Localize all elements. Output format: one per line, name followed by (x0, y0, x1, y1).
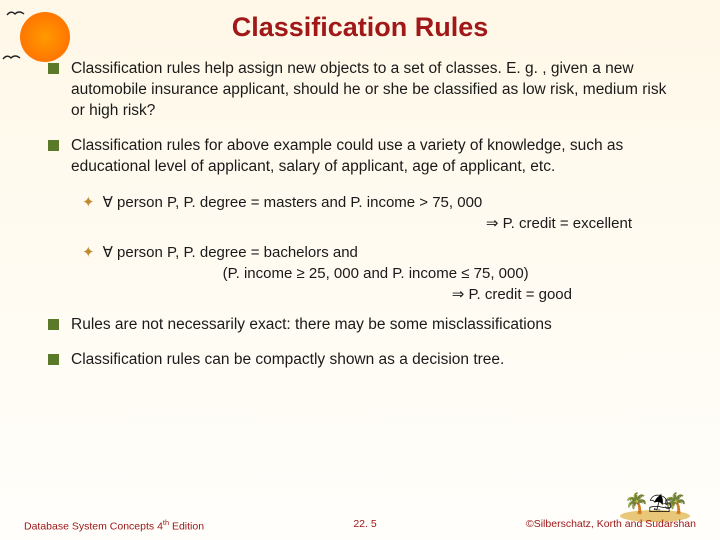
footer: Database System Concepts 4th Edition 22.… (0, 518, 720, 533)
sub-bullet-item: ✦ ∀ person P, P. degree = masters and P.… (82, 192, 672, 234)
leaf-bullet-icon: ✦ (82, 242, 95, 305)
rule-line: ∀ person P, P. degree = bachelors and (103, 242, 672, 263)
sun-graphic (20, 12, 70, 62)
bird-icon (6, 6, 26, 24)
rule-line: ⇒ P. credit = excellent (103, 213, 672, 234)
bullet-text: Classification rules can be compactly sh… (71, 350, 504, 371)
square-bullet-icon (48, 63, 59, 74)
footer-left: Database System Concepts 4th Edition (24, 518, 204, 533)
sub-bullet-text: ∀ person P, P. degree = bachelors and (P… (103, 242, 672, 305)
leaf-bullet-icon: ✦ (82, 192, 95, 234)
bullet-item: Rules are not necessarily exact: there m… (48, 315, 672, 336)
bullet-text: Classification rules help assign new obj… (71, 59, 672, 122)
rule-line: ∀ person P, P. degree = masters and P. i… (103, 192, 672, 213)
page-number: 5 (664, 496, 672, 512)
square-bullet-icon (48, 140, 59, 151)
bullet-text: Rules are not necessarily exact: there m… (71, 315, 552, 336)
slide-body: Classification rules help assign new obj… (0, 59, 720, 370)
bird-icon (2, 50, 22, 68)
palm-icon: 🌴 (624, 491, 649, 516)
sub-bullet-item: ✦ ∀ person P, P. degree = bachelors and … (82, 242, 672, 305)
bullet-item: Classification rules for above example c… (48, 136, 672, 178)
footer-copyright: ©Silberschatz, Korth and Sudarshan (526, 518, 696, 533)
square-bullet-icon (48, 319, 59, 330)
slide-title: Classification Rules (0, 0, 720, 59)
rule-line: (P. income ≥ 25, 000 and P. income ≤ 75,… (103, 263, 672, 284)
square-bullet-icon (48, 354, 59, 365)
bullet-item: Classification rules can be compactly sh… (48, 350, 672, 371)
rule-line: ⇒ P. credit = good (103, 284, 672, 305)
footer-slide-number: 22. 5 (353, 518, 376, 533)
bullet-item: Classification rules help assign new obj… (48, 59, 672, 122)
bullet-text: Classification rules for above example c… (71, 136, 672, 178)
sub-bullet-text: ∀ person P, P. degree = masters and P. i… (103, 192, 672, 234)
